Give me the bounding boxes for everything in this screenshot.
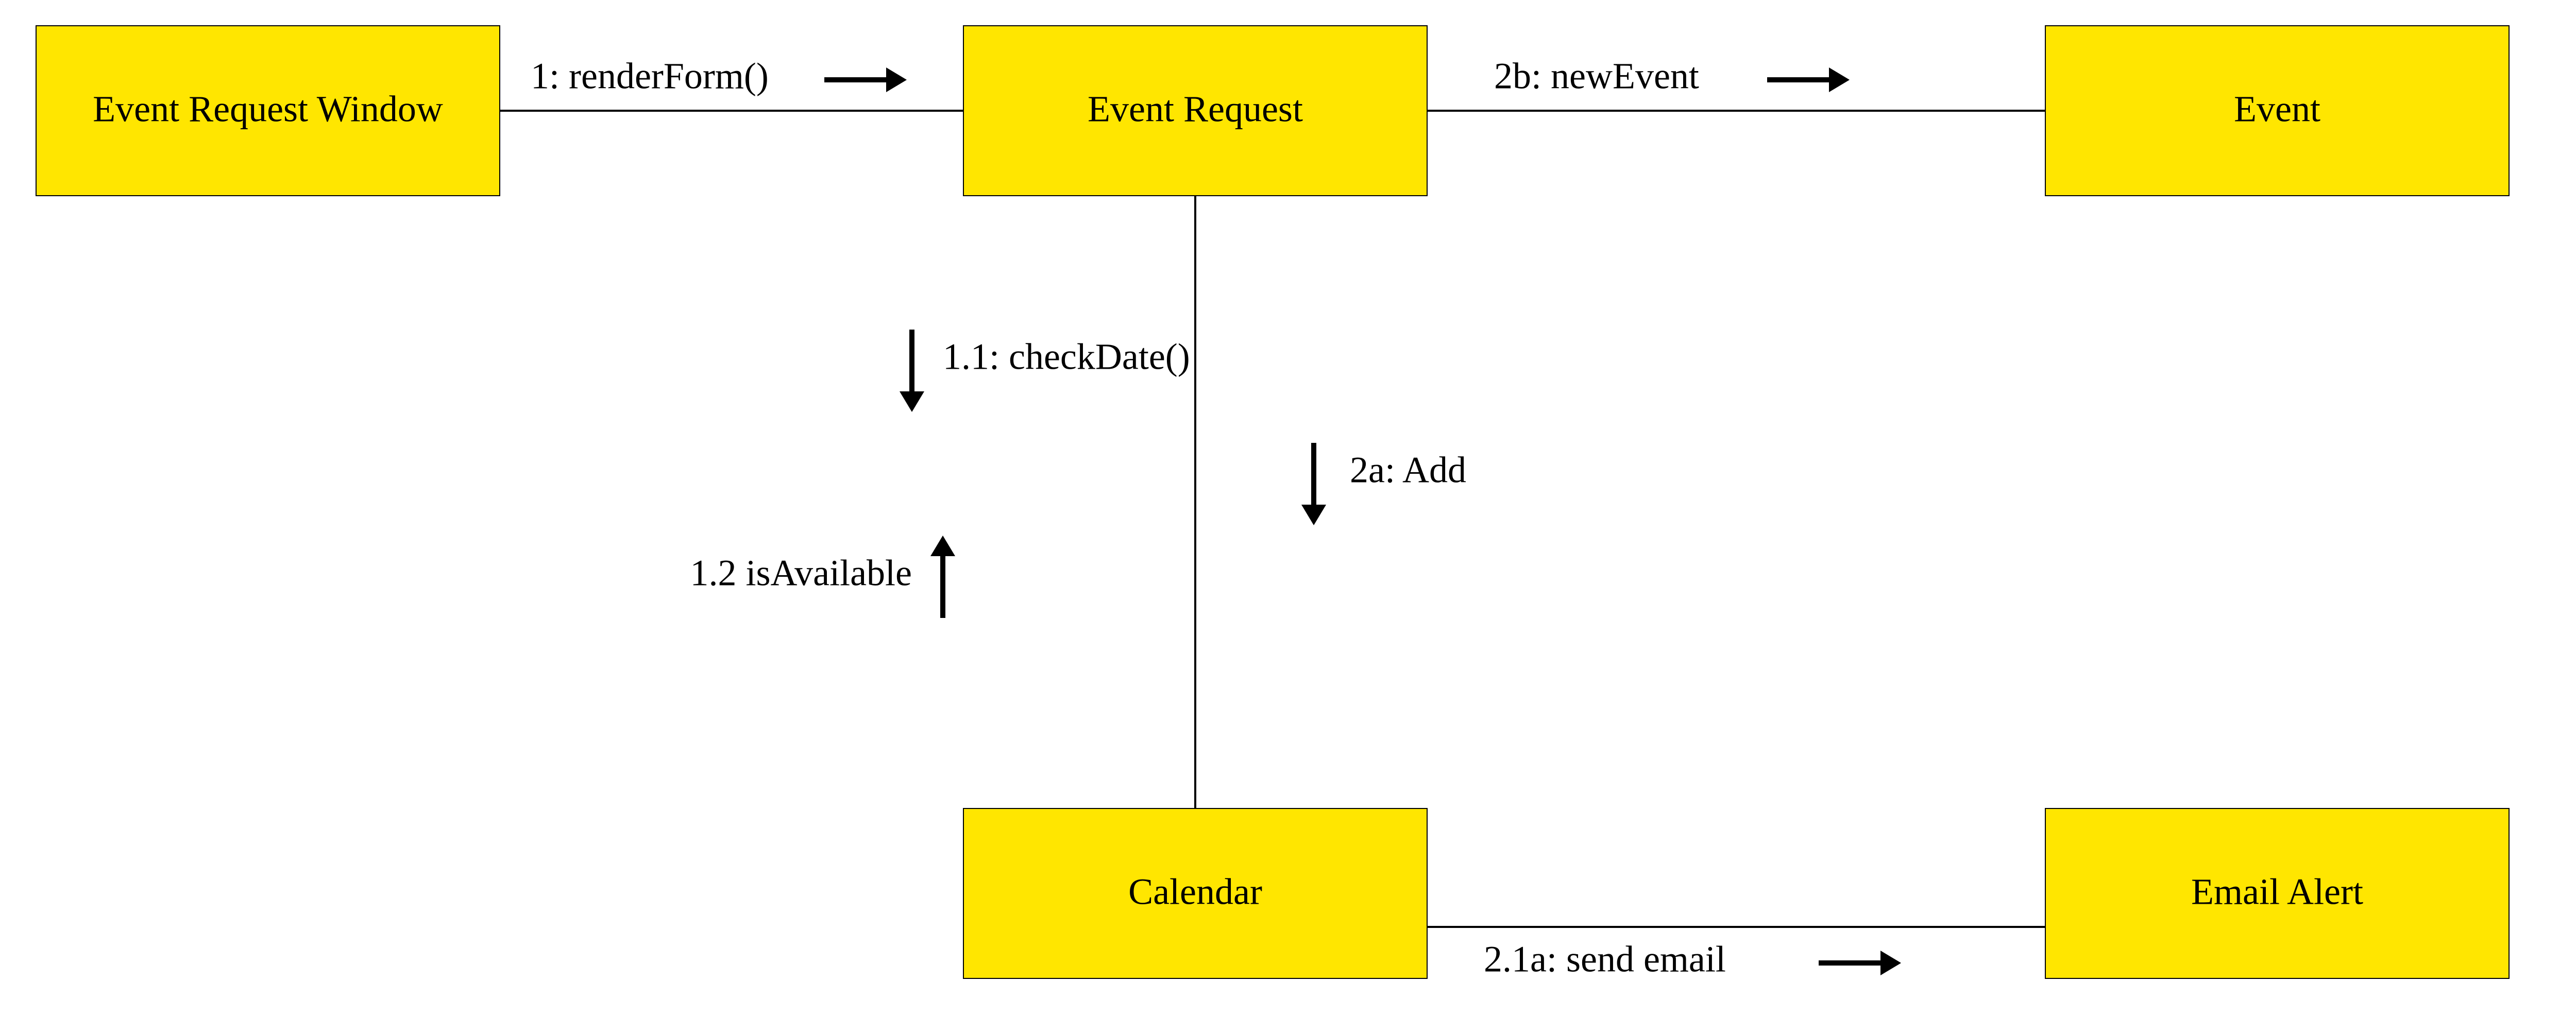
message-label-0: 1: renderForm(): [531, 56, 769, 97]
node-ev: Event: [2045, 26, 2509, 196]
node-label-er: Event Request: [1088, 89, 1303, 130]
node-label-cal: Calendar: [1128, 871, 1262, 913]
node-cal: Calendar: [963, 808, 1427, 978]
node-label-ev: Event: [2234, 89, 2320, 130]
node-label-erw: Event Request Window: [93, 89, 443, 130]
node-er: Event Request: [963, 26, 1427, 196]
message-label-1: 2b: newEvent: [1494, 56, 1699, 97]
node-mail: Email Alert: [2045, 808, 2509, 978]
node-label-mail: Email Alert: [2191, 871, 2363, 913]
node-erw: Event Request Window: [36, 26, 500, 196]
message-label-3: 2a: Add: [1350, 450, 1466, 491]
message-label-5: 2.1a: send email: [1484, 939, 1726, 980]
message-label-2: 1.1: checkDate(): [943, 336, 1190, 377]
message-label-4: 1.2 isAvailable: [690, 553, 912, 594]
collaboration-diagram: Event Request Window Event Request Event Ca…: [0, 0, 2576, 1033]
